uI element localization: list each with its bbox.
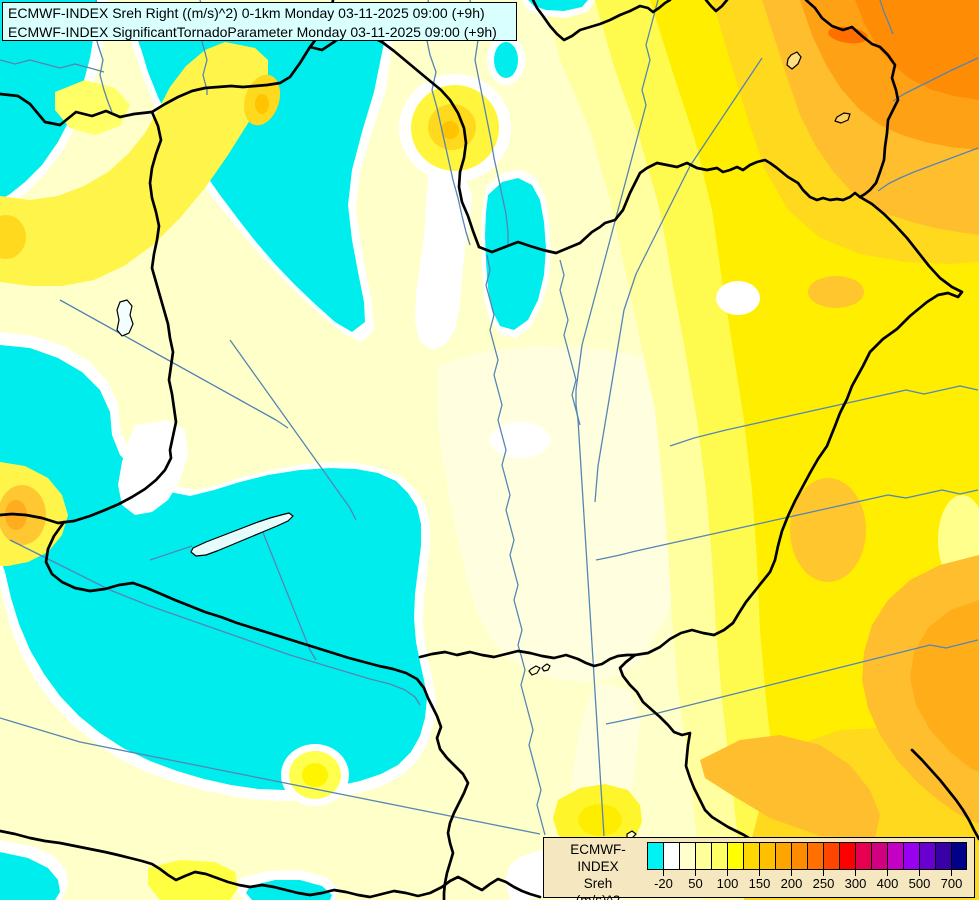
legend-color-cell — [742, 842, 759, 870]
lake-small-2 — [834, 112, 851, 124]
border-czech-slovakia — [150, 0, 335, 114]
legend-color-cell — [774, 842, 791, 870]
border-austria-czech — [0, 92, 154, 127]
river-raba — [59, 299, 289, 429]
legend-tick-value: 150 — [748, 876, 771, 891]
lake-small-4 — [541, 663, 551, 672]
legend-color-cell — [678, 842, 695, 870]
legend-color-cell — [886, 842, 903, 870]
river-vah — [425, 0, 471, 246]
legend-tick-mark — [854, 870, 856, 876]
legend-color-cell — [918, 842, 935, 870]
legend-color-cell — [902, 842, 919, 870]
title-line-2: ECMWF-INDEX SignificantTornadoParameter … — [8, 23, 497, 40]
border-croatia-bosnia — [0, 829, 542, 899]
river-koros — [595, 489, 979, 561]
legend-model-name: ECMWF-INDEX — [570, 842, 626, 874]
river-danube-south — [485, 254, 546, 836]
legend-tick-value: 200 — [780, 876, 803, 891]
legend-colorbar — [646, 842, 967, 870]
border-slovenia-croatia-hungary — [44, 520, 434, 708]
legend-color-cell — [726, 842, 743, 870]
legend-color-cell — [758, 842, 775, 870]
title-box: ECMWF-INDEX Sreh Right ((m/s)^2) 0-1km M… — [2, 2, 517, 41]
lakes — [116, 51, 851, 840]
legend-tick-mark — [886, 870, 888, 876]
legend-box: ECMWF-INDEX Sreh (m/s)^2 -20 50 100 150 200 2… — [543, 837, 975, 900]
legend-tick-value: 300 — [844, 876, 867, 891]
legend-tick-value: 100 — [716, 876, 739, 891]
river-somes — [669, 385, 979, 447]
river-bodrog — [594, 57, 763, 503]
lake-small-1 — [786, 51, 802, 70]
legend-tick-value: 250 — [812, 876, 835, 891]
legend-tick-mark — [662, 870, 664, 876]
legend-color-cell — [870, 842, 887, 870]
river-drava — [9, 539, 421, 706]
river-sarviz — [229, 339, 357, 521]
legend-tick-mark — [950, 870, 952, 876]
legend-tick-mark — [790, 870, 792, 876]
border-poland-slovakia — [531, 0, 729, 42]
legend-color-cell — [934, 842, 951, 870]
river-zagyva — [559, 259, 581, 426]
lake-small-3 — [528, 665, 541, 676]
border-hungary-romania — [633, 195, 964, 657]
legend-color-cell — [950, 842, 967, 870]
legend-tick-value: 50 — [688, 876, 703, 891]
river-dniester-arm — [892, 57, 979, 102]
legend-color-cell — [646, 842, 663, 870]
river-dyje — [0, 59, 105, 73]
legend-tick-mark — [694, 870, 696, 876]
title-line-1: ECMWF-INDEX Sreh Right ((m/s)^2) 0-1km M… — [8, 5, 485, 21]
legend-color-cell — [854, 842, 871, 870]
legend-tick-value: 700 — [940, 876, 963, 891]
border-hungary-south — [418, 649, 637, 668]
lake-neusiedl — [116, 299, 134, 337]
border-romania-serbia-east — [910, 748, 979, 841]
river-maros — [605, 639, 979, 725]
legend-color-cell — [806, 842, 823, 870]
border-romania-serbia — [618, 653, 783, 866]
border-croatia-serbia — [430, 704, 470, 900]
legend-tick-mark — [726, 870, 728, 876]
river-latorica — [877, 147, 979, 192]
legend-color-cell — [710, 842, 727, 870]
river-sava — [0, 717, 541, 835]
river-sio — [261, 529, 317, 661]
border-slovakia-hungary-east — [477, 158, 862, 255]
legend-color-cell — [694, 842, 711, 870]
legend-tick-mark — [918, 870, 920, 876]
legend-tick-mark — [822, 870, 824, 876]
legend-color-cell — [662, 842, 679, 870]
river-zala — [149, 545, 193, 561]
legend-color-cell — [822, 842, 839, 870]
river-hron — [469, 0, 509, 246]
legend-tick-value: 500 — [908, 876, 931, 891]
border-ukraine-west — [804, 0, 900, 199]
legend-tick-value: 400 — [876, 876, 899, 891]
legend-tick-value: -20 — [654, 876, 673, 891]
river-san — [879, 0, 894, 35]
legend-color-cell — [790, 842, 807, 870]
border-austria-hungary — [0, 110, 178, 525]
legend-unit: (m/s)^2 — [550, 892, 646, 900]
legend-color-cell — [838, 842, 855, 870]
legend-tick-mark — [758, 870, 760, 876]
legend-parameter-name: Sreh — [583, 876, 613, 891]
river-tisza — [575, 0, 659, 837]
legend-label: ECMWF-INDEX Sreh (m/s)^2 — [550, 841, 646, 900]
lake-balaton — [190, 512, 294, 557]
